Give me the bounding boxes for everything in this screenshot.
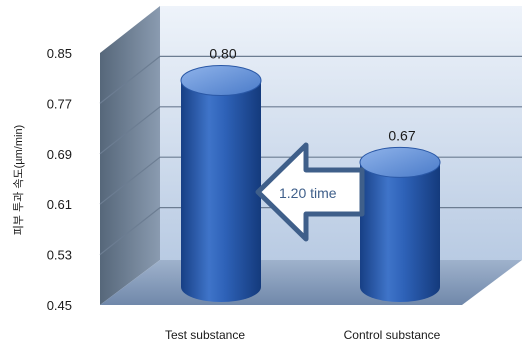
y-tick-label: 0.69 [47,147,72,162]
gridline [99,106,522,155]
floor [100,260,522,305]
gridline [99,55,522,104]
x-category-label: Test substance [165,328,245,342]
y-tick-label: 0.85 [47,46,72,61]
data-label: 0.67 [388,127,415,143]
y-tick-label: 0.45 [47,298,72,313]
ratio-arrow: 1.20 time [255,142,365,242]
x-category-label: Control substance [344,328,441,342]
bars: 0.80 0.67 [180,46,441,302]
arrow-shape [255,142,365,242]
y-axis-label: 피부 투과 속도(µm/min) [12,125,25,235]
bar-1 [180,65,262,302]
bar-2 [359,146,441,302]
y-tick-label: 0.53 [47,248,72,263]
bar-top [359,146,441,178]
bar-body [360,162,440,302]
arrow-annotation: 1.20 time [279,185,337,201]
y-tick-label: 0.61 [47,197,72,212]
y-axis-ticks: 0.85 0.77 0.69 0.61 0.53 0.45 [47,46,72,313]
side-wall [100,6,160,305]
bar-top [180,65,262,96]
category-labels: Test substance Control substance [165,328,441,342]
y-tick-label: 0.77 [47,96,72,111]
data-label: 0.80 [209,46,236,62]
bar-body [181,80,261,302]
